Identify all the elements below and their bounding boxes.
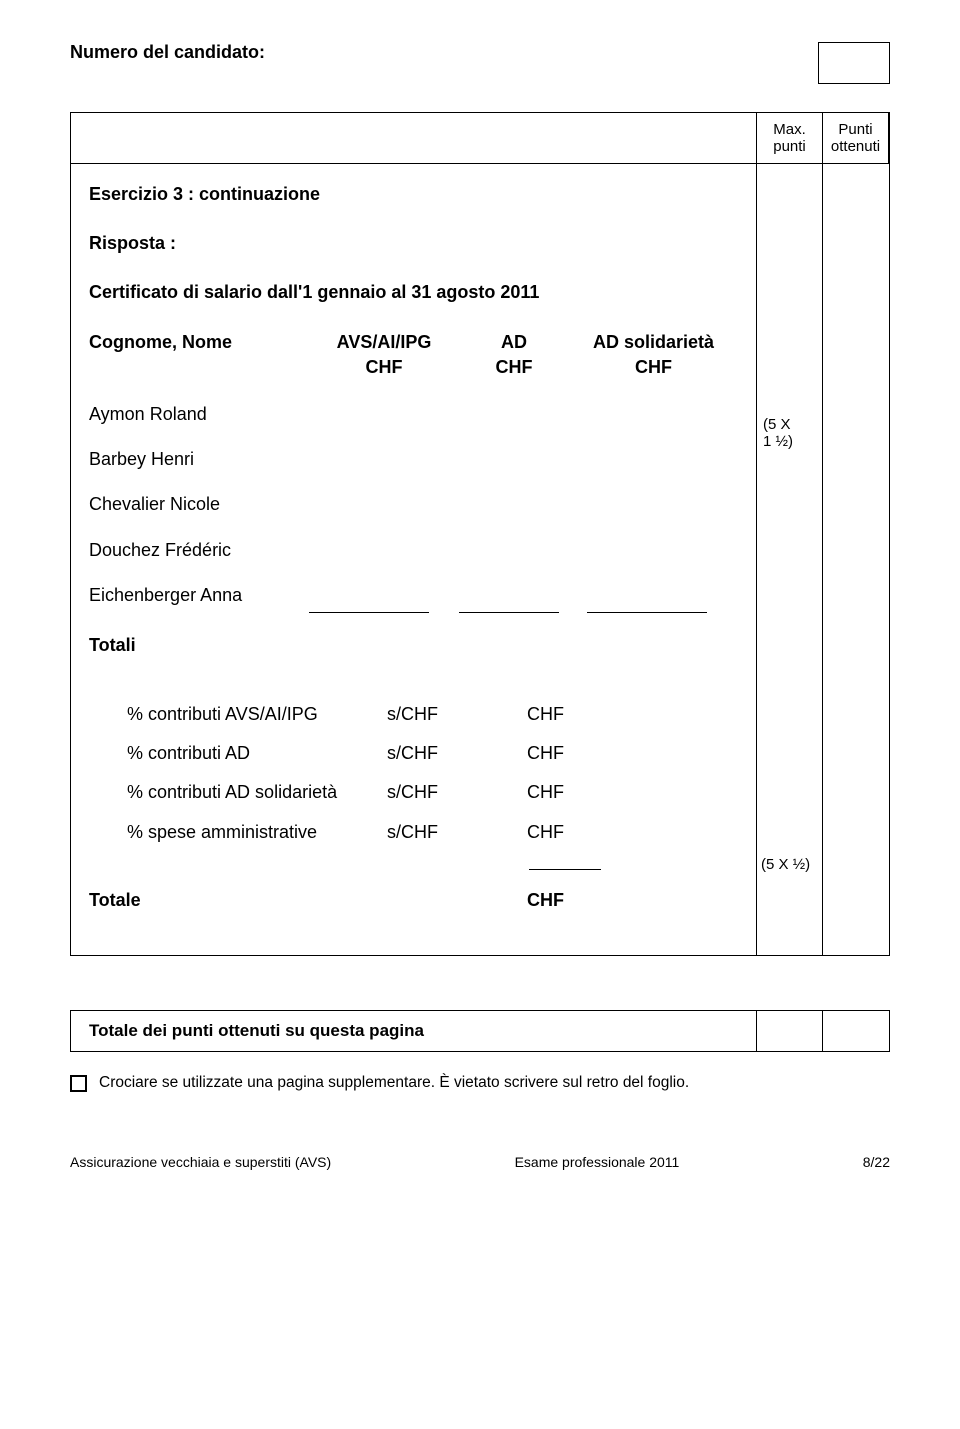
- main-table: Max. punti Punti ottenuti Esercizio 3 : …: [70, 112, 890, 956]
- exercise-content: Esercizio 3 : continuazione Risposta : C…: [71, 164, 757, 955]
- risposta-label: Risposta :: [89, 231, 738, 256]
- page-total-max: [757, 1010, 823, 1051]
- th-avs-1: AVS/AI/IPG: [337, 332, 432, 352]
- candidate-label: Numero del candidato:: [70, 42, 265, 63]
- contrib-row: % contributi AD s/CHF CHF: [127, 741, 738, 766]
- underline-slot: [309, 612, 429, 613]
- name-row: Aymon Roland: [89, 402, 738, 427]
- name-row: Douchez Frédéric: [89, 538, 738, 563]
- contrib-mid: s/CHF: [387, 780, 527, 805]
- earned-points-cell[interactable]: [823, 164, 889, 955]
- totale-row: Totale CHF: [89, 888, 738, 913]
- score-5x-1half: (5 X 1 ½): [763, 416, 793, 450]
- underline-slot: [587, 612, 707, 613]
- contrib-right: CHF: [527, 702, 627, 727]
- th-ad-sol-1: AD solidarietà: [593, 332, 714, 352]
- contrib-mid: s/CHF: [387, 702, 527, 727]
- th-ad-1: AD: [501, 332, 527, 352]
- score-5x-half: (5 X ½): [761, 856, 810, 873]
- contrib-label: % contributi AD solidarietà: [127, 780, 387, 805]
- totale-label: Totale: [89, 888, 527, 913]
- max-label-1: Max.: [773, 121, 806, 138]
- col-earned-points-header: Punti ottenuti: [823, 113, 889, 164]
- contributions-block: % contributi AVS/AI/IPG s/CHF CHF % cont…: [127, 702, 738, 870]
- certificate-line: Certificato di salario dall'1 gennaio al…: [89, 280, 738, 305]
- salary-table-header: Cognome, Nome AVS/AI/IPG CHF AD CHF AD s…: [89, 330, 738, 380]
- contrib-right: CHF: [527, 780, 627, 805]
- candidate-number-box[interactable]: [818, 42, 890, 84]
- sum-underline-row: [89, 612, 738, 613]
- th-ad-2: CHF: [496, 357, 533, 377]
- contrib-mid: s/CHF: [387, 820, 527, 870]
- col-max-points-header: Max. punti: [757, 113, 823, 164]
- footer-center: Esame professionale 2011: [515, 1154, 680, 1170]
- score-line1: (5 X: [763, 416, 791, 433]
- contrib-label: % contributi AD: [127, 741, 387, 766]
- th-avs: AVS/AI/IPG CHF: [309, 330, 459, 380]
- name-row: Chevalier Nicole: [89, 492, 738, 517]
- note-text: Crociare se utilizzate una pagina supple…: [99, 1074, 689, 1092]
- name-row: Barbey Henri: [89, 447, 738, 472]
- th-ad-sol: AD solidarietà CHF: [569, 330, 738, 380]
- contrib-mid: s/CHF: [387, 741, 527, 766]
- names-list: Aymon Roland Barbey Henri Chevalier Nico…: [89, 402, 738, 608]
- contrib-label: % spese amministrative: [127, 820, 387, 870]
- page-footer: Assicurazione vecchiaia e superstiti (AV…: [70, 1154, 890, 1170]
- page-total-row: Totale dei punti ottenuti su questa pagi…: [70, 1010, 890, 1052]
- th-cognome: Cognome, Nome: [89, 330, 309, 380]
- max-points-cell: (5 X 1 ½) (5 X ½): [757, 164, 823, 955]
- underline-slot: [529, 849, 601, 870]
- totali-label: Totali: [89, 633, 738, 658]
- contrib-row: % contributi AVS/AI/IPG s/CHF CHF: [127, 702, 738, 727]
- footer-left: Assicurazione vecchiaia e superstiti (AV…: [70, 1154, 331, 1170]
- contrib-right-text: CHF: [527, 822, 564, 842]
- max-label-2: punti: [773, 138, 806, 155]
- footer-right: 8/22: [863, 1154, 890, 1170]
- page-total-earned[interactable]: [823, 1010, 889, 1051]
- name-row: Eichenberger Anna: [89, 583, 738, 608]
- earned-label-1: Punti: [838, 121, 872, 138]
- page-total-label: Totale dei punti ottenuti su questa pagi…: [71, 1010, 757, 1051]
- header-spacer: [71, 113, 757, 164]
- header-row: Numero del candidato:: [70, 42, 890, 84]
- earned-label-2: ottenuti: [831, 138, 880, 155]
- totale-right: CHF: [527, 888, 627, 913]
- contrib-row: % contributi AD solidarietà s/CHF CHF: [127, 780, 738, 805]
- page: Numero del candidato: Max. punti Punti o…: [0, 0, 960, 1198]
- contrib-right: CHF: [527, 820, 627, 870]
- supplementary-note: Crociare se utilizzate una pagina supple…: [70, 1074, 890, 1092]
- contrib-label: % contributi AVS/AI/IPG: [127, 702, 387, 727]
- underline-slot: [459, 612, 559, 613]
- supplementary-checkbox[interactable]: [70, 1075, 87, 1092]
- contrib-row: % spese amministrative s/CHF CHF: [127, 820, 738, 870]
- th-ad: AD CHF: [459, 330, 569, 380]
- exercise-title: Esercizio 3 : continuazione: [89, 182, 738, 207]
- th-avs-2: CHF: [366, 357, 403, 377]
- contrib-right: CHF: [527, 741, 627, 766]
- th-ad-sol-2: CHF: [635, 357, 672, 377]
- score-line2: 1 ½): [763, 433, 793, 450]
